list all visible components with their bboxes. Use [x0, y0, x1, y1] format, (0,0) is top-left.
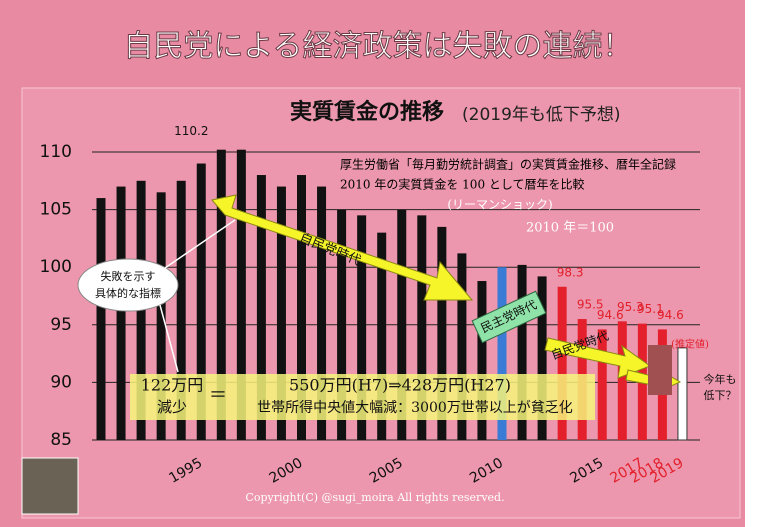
bar — [597, 329, 607, 440]
bar — [337, 209, 347, 440]
annotation: 具体的な指標 — [95, 286, 161, 300]
chart-title: 自民党による経済政策は失敗の連続！ — [123, 29, 632, 64]
bar — [517, 264, 527, 440]
bar — [276, 186, 286, 440]
value-label: 98.3 — [557, 265, 584, 279]
note: 2010 年の実質賃金を 100 として暦年を比較 — [340, 177, 585, 192]
bar — [317, 186, 327, 440]
y-tick-label: 110 — [40, 142, 72, 162]
pointer — [164, 219, 236, 269]
y-tick-label: 100 — [40, 257, 72, 277]
y-tick-label: 95 — [50, 315, 72, 335]
annotation: 世帯所得中央値大幅減：3000万世帯以上が貧乏化 — [257, 399, 573, 416]
highlight-box — [130, 374, 595, 420]
bar — [457, 253, 467, 440]
bar — [96, 198, 106, 440]
pointer — [159, 304, 179, 373]
annotation: Copyright(C) @sugi_moira All rights rese… — [245, 491, 504, 504]
subtitle: 実質賃金の推移 — [290, 99, 444, 125]
avatar — [21, 457, 79, 515]
value-label: 94.6 — [657, 308, 684, 322]
bar — [357, 215, 367, 440]
annotation: 減少 — [157, 398, 187, 416]
bar — [497, 267, 507, 440]
bar — [677, 347, 688, 441]
y-tick-label: 105 — [40, 200, 72, 220]
bar — [377, 232, 387, 440]
callout — [77, 258, 179, 312]
annotation: 今年も — [704, 372, 737, 386]
annotation: ＝ — [209, 385, 227, 406]
bar — [537, 276, 547, 440]
annotation: 低下？ — [704, 389, 737, 402]
bar — [397, 209, 407, 440]
bar — [617, 321, 627, 440]
bar — [216, 149, 226, 441]
bar — [176, 180, 186, 441]
bar — [256, 175, 266, 441]
y-tick-label: 90 — [50, 372, 72, 392]
annotation: 122万円 — [141, 376, 204, 395]
value-label: 110.2 — [174, 124, 208, 138]
bar — [557, 286, 567, 440]
annotation: 550万円(H7)⇒428万円(H27) — [289, 376, 511, 395]
bar — [417, 215, 427, 440]
note: 厚生労働省「毎月勤労統計調査」の実質賃金推移、暦年全記録 — [340, 157, 676, 172]
bar — [297, 175, 306, 441]
bar — [236, 149, 246, 441]
value-label: 95.3 — [617, 300, 644, 314]
bar — [196, 163, 206, 440]
annotation: 2010 年＝100 — [526, 221, 614, 236]
bar — [156, 192, 166, 440]
value-label: 95.5 — [577, 298, 604, 312]
annotation: 失敗を示す — [101, 269, 156, 283]
era-box — [471, 290, 547, 344]
annotation: (推定値) — [671, 338, 709, 351]
bar — [116, 186, 126, 440]
bar — [477, 281, 487, 440]
bar — [437, 226, 447, 440]
value-label: 94.6 — [597, 308, 624, 322]
subtitle-note: (2019年も低下予想) — [462, 105, 621, 125]
y-tick-label: 85 — [50, 430, 72, 450]
annotation: (リーマンショック) — [447, 198, 552, 212]
value-label: 95.1 — [637, 302, 664, 316]
arrow — [211, 194, 474, 301]
photo — [648, 345, 672, 395]
